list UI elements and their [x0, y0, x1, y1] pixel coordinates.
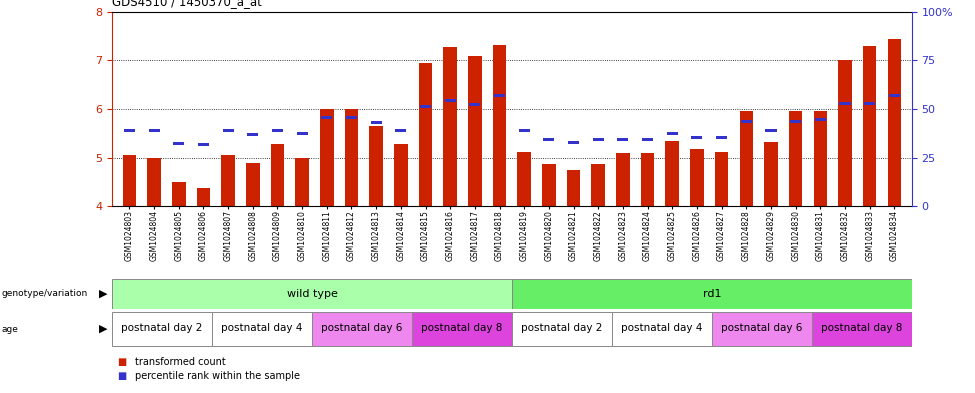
Bar — [296, 132, 308, 135]
Bar — [124, 129, 135, 132]
Bar — [519, 129, 529, 132]
Bar — [512, 279, 912, 309]
Bar — [716, 136, 727, 139]
Bar — [321, 116, 332, 119]
Bar — [764, 142, 778, 206]
Text: wild type: wild type — [287, 289, 337, 299]
Bar — [715, 152, 728, 206]
Bar — [445, 99, 455, 102]
Text: ▶: ▶ — [98, 324, 107, 334]
Bar — [712, 312, 811, 346]
Text: postnatal day 4: postnatal day 4 — [221, 323, 302, 333]
Bar — [593, 138, 604, 141]
Bar — [617, 138, 629, 141]
Bar — [839, 102, 850, 105]
Bar — [370, 126, 383, 206]
Bar — [312, 312, 411, 346]
Bar — [320, 109, 333, 206]
Text: postnatal day 4: postnatal day 4 — [621, 323, 702, 333]
Bar — [222, 129, 234, 132]
Bar — [543, 138, 555, 141]
Bar — [174, 141, 184, 145]
Bar — [616, 153, 630, 206]
Bar — [789, 112, 802, 206]
Bar — [542, 163, 556, 206]
Bar — [394, 144, 408, 206]
Bar — [395, 129, 407, 132]
Bar — [221, 155, 235, 206]
Bar — [148, 129, 160, 132]
Bar — [512, 312, 612, 346]
Text: genotype/variation: genotype/variation — [2, 289, 88, 298]
Bar — [813, 112, 827, 206]
Bar — [172, 182, 185, 206]
Bar — [612, 312, 712, 346]
Bar — [739, 112, 753, 206]
Bar — [592, 163, 605, 206]
Bar — [641, 153, 654, 206]
Bar — [418, 63, 432, 206]
Text: age: age — [2, 325, 19, 334]
Text: ■: ■ — [117, 371, 126, 381]
Bar — [518, 152, 531, 206]
Bar — [346, 116, 357, 119]
Bar — [147, 158, 161, 206]
Text: percentile rank within the sample: percentile rank within the sample — [135, 371, 299, 381]
Bar — [667, 132, 678, 135]
Bar — [468, 55, 482, 206]
Bar — [643, 138, 653, 141]
Text: postnatal day 6: postnatal day 6 — [722, 323, 802, 333]
Bar — [765, 129, 776, 132]
Bar — [112, 279, 512, 309]
Bar — [863, 46, 877, 206]
Text: ■: ■ — [117, 358, 126, 367]
Bar — [691, 136, 703, 139]
Text: postnatal day 2: postnatal day 2 — [122, 323, 203, 333]
Bar — [246, 163, 259, 206]
Bar — [566, 170, 580, 206]
Bar — [469, 103, 481, 106]
Bar — [411, 312, 512, 346]
Text: postnatal day 8: postnatal day 8 — [421, 323, 502, 333]
Text: ▶: ▶ — [98, 289, 107, 299]
Bar — [666, 141, 679, 206]
Bar — [248, 133, 258, 136]
Bar — [198, 143, 209, 145]
Bar — [864, 102, 876, 105]
Bar — [345, 109, 358, 206]
Bar — [444, 47, 457, 206]
Bar — [123, 155, 136, 206]
Bar — [295, 158, 309, 206]
Bar — [811, 312, 912, 346]
Bar — [815, 118, 826, 121]
Bar — [568, 141, 579, 143]
Text: postnatal day 8: postnatal day 8 — [821, 323, 902, 333]
Text: postnatal day 6: postnatal day 6 — [322, 323, 403, 333]
Text: postnatal day 2: postnatal day 2 — [522, 323, 603, 333]
Bar — [112, 312, 213, 346]
Text: rd1: rd1 — [703, 289, 721, 299]
Bar — [420, 105, 431, 108]
Bar — [741, 120, 752, 123]
Text: GDS4510 / 1450370_a_at: GDS4510 / 1450370_a_at — [112, 0, 262, 8]
Bar — [213, 312, 312, 346]
Bar — [889, 94, 900, 97]
Bar — [272, 129, 283, 132]
Bar — [271, 144, 285, 206]
Bar — [838, 61, 852, 206]
Bar — [790, 120, 801, 123]
Text: transformed count: transformed count — [135, 358, 225, 367]
Bar — [494, 94, 505, 97]
Bar — [887, 39, 901, 206]
Bar — [690, 149, 704, 206]
Bar — [492, 45, 506, 206]
Bar — [370, 121, 381, 124]
Bar — [197, 188, 211, 206]
